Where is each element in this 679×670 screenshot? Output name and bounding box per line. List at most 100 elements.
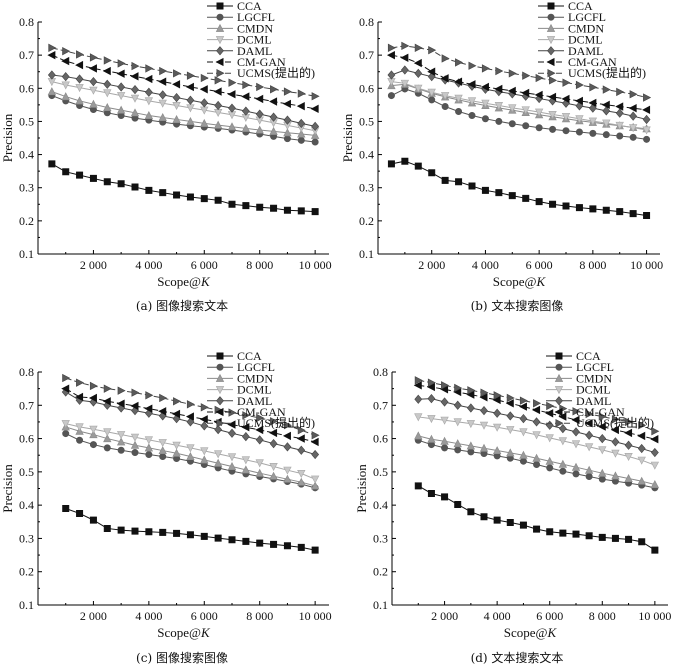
data-point [144, 110, 154, 119]
y-axis-label: Precision [354, 464, 369, 513]
data-point [549, 125, 557, 133]
data-point [103, 428, 112, 437]
data-point [624, 440, 633, 450]
data-point [532, 453, 541, 462]
legend-marker [216, 396, 224, 406]
data-point [481, 115, 489, 123]
data-point [131, 61, 140, 71]
data-point [241, 431, 250, 442]
data-point [61, 92, 70, 101]
x-tick-label: 6 000 [536, 609, 563, 623]
y-tick-label: 0.8 [373, 365, 388, 379]
legend-marker [216, 419, 225, 428]
data-point [598, 468, 607, 477]
data-point [643, 93, 652, 102]
data-point [228, 408, 237, 417]
data-point [172, 409, 181, 419]
x-tick-label: 4 000 [472, 258, 499, 272]
data-point [440, 397, 449, 407]
data-point [534, 90, 543, 100]
data-point [214, 196, 222, 204]
y-tick-label: 0.1 [373, 598, 388, 612]
data-point [453, 418, 462, 427]
data-point [532, 417, 541, 427]
data-point [145, 64, 154, 73]
chart-panel-1: 0.1 0.2 0.3 0.4 0.5 0.6 0.7 0.8 2 000 4 000 6 000 8… [340, 0, 663, 289]
data-point [584, 443, 594, 452]
data-point [615, 121, 624, 130]
legend-label: CMDN [237, 371, 273, 385]
legend-label: CMDN [568, 21, 604, 35]
data-point [200, 73, 209, 83]
data-point [467, 448, 475, 456]
data-point [643, 135, 651, 143]
data-point [532, 431, 541, 440]
x-axis-label: Scope@K [157, 274, 211, 289]
data-point [575, 128, 583, 136]
data-point [588, 103, 597, 113]
data-point [535, 73, 544, 83]
data-point [598, 533, 606, 541]
legend-label: LGCFL [576, 360, 614, 374]
data-point [130, 433, 140, 442]
data-point [172, 80, 181, 89]
y-tick-label: 0.5 [19, 114, 34, 128]
data-point [548, 110, 557, 119]
data-point [185, 412, 194, 421]
x-tick-label: 2 000 [80, 609, 107, 623]
data-point [629, 133, 637, 141]
data-point [311, 121, 320, 132]
data-point [414, 68, 423, 78]
data-point [628, 103, 637, 113]
data-point [241, 465, 251, 474]
data-point [642, 126, 651, 135]
legend-label: LGCFL [237, 10, 275, 24]
data-point [561, 94, 570, 104]
data-point [522, 194, 530, 202]
data-point [637, 431, 646, 441]
data-point [130, 401, 139, 411]
x-axis-label: Scope@K [157, 625, 211, 640]
data-point [297, 426, 306, 435]
data-point [584, 465, 594, 474]
y-tick-label: 0.5 [19, 465, 34, 479]
data-point [130, 440, 140, 449]
data-point [269, 428, 278, 438]
data-point [642, 105, 651, 115]
y-tick-label: 0.8 [19, 365, 34, 379]
data-point [495, 189, 503, 197]
data-point [562, 127, 570, 135]
data-point [611, 415, 620, 424]
data-point [467, 80, 476, 89]
data-point [572, 407, 581, 416]
data-point [76, 509, 84, 517]
data-point [282, 431, 291, 441]
x-tick-label: 10 000 [638, 609, 671, 623]
data-point [186, 531, 194, 539]
legend-label: CCA [568, 0, 593, 13]
data-point [413, 58, 422, 68]
data-point [75, 96, 84, 105]
data-point [62, 46, 71, 56]
data-point [522, 71, 531, 80]
data-point [89, 425, 98, 434]
data-point [296, 102, 305, 111]
y-tick-label: 0.3 [19, 531, 34, 545]
series-line-CCA [418, 485, 656, 551]
legend-label: UCMS(提出的) [237, 415, 315, 430]
data-point [575, 204, 583, 212]
data-point [103, 444, 111, 452]
data-point [311, 208, 319, 216]
data-point [588, 117, 598, 126]
data-point [493, 391, 502, 400]
data-point [413, 381, 422, 390]
y-tick-label: 0.7 [19, 398, 34, 412]
legend-label: CCA [576, 349, 601, 363]
legend-label: DCML [237, 383, 272, 397]
data-point [387, 43, 396, 53]
data-point [651, 427, 660, 436]
data-point [89, 53, 98, 62]
legend-label: UCMS(提出的) [568, 65, 646, 80]
data-point [400, 53, 409, 62]
data-point [145, 528, 153, 536]
